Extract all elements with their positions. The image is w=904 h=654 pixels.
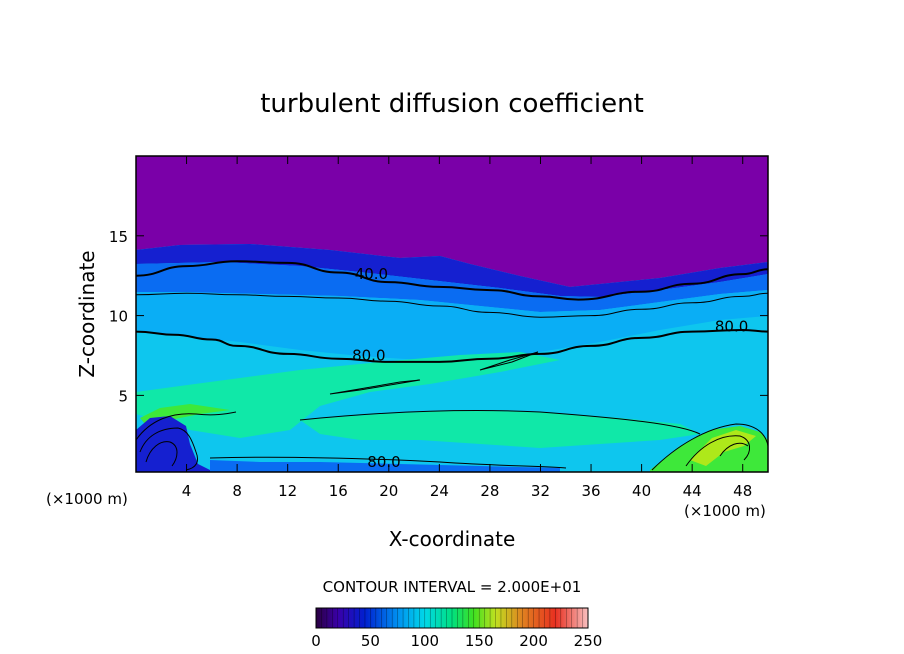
contour-detail-streak-2 xyxy=(479,351,539,371)
x-tick-label: 20 xyxy=(379,482,398,500)
colorbar: 0 50 100 150 200 250 xyxy=(311,607,602,650)
contour-detail-left-eddy-3 xyxy=(145,441,178,467)
x-tick-label: 24 xyxy=(430,482,449,500)
field-region-yellow-lower-right xyxy=(690,430,756,466)
x-tick-label: 28 xyxy=(480,482,499,500)
field-region-sky-blue xyxy=(136,290,768,360)
colorbar-tick-label: 0 xyxy=(311,632,321,650)
contour-detail-left-eddy-2 xyxy=(139,427,199,471)
colorbar-tick-label: 250 xyxy=(574,632,603,650)
colorbar-frame xyxy=(315,607,589,629)
contour-line-40 xyxy=(136,260,768,301)
x-tick-label: 16 xyxy=(329,482,348,500)
field-region-dark-corner xyxy=(136,416,214,472)
x-axis-label: X-coordinate xyxy=(389,527,516,551)
contour-line-80 xyxy=(136,328,768,363)
contour-lines xyxy=(136,260,768,363)
field-region-dark-bottom xyxy=(210,460,560,472)
field-region-deep-blue xyxy=(136,244,768,297)
field-region-purple xyxy=(136,156,768,287)
contour-interval-text: CONTOUR INTERVAL = 2.000E+01 xyxy=(323,578,582,596)
contour-detail-right-eddy-1 xyxy=(651,423,768,471)
field-region-green-mid xyxy=(136,352,560,438)
y-axis-ticks: 5 10 15 xyxy=(109,228,768,405)
field-regions xyxy=(136,156,768,472)
contour-detail-bottom-band xyxy=(209,456,567,469)
y-tick-label: 10 xyxy=(109,308,128,326)
x-axis-ticks: 4 8 12 16 20 24 28 32 36 40 44 48 xyxy=(182,156,752,500)
field-region-green-upper xyxy=(300,410,700,448)
x-tick-label: 48 xyxy=(733,482,752,500)
y-tick-label: 5 xyxy=(118,387,128,405)
contour-label-2: 80.0 xyxy=(715,318,748,336)
x-tick-label: 12 xyxy=(278,482,297,500)
x-axis-unit-left: (×1000 m) xyxy=(46,490,128,508)
colorbar-tick-label: 150 xyxy=(465,632,494,650)
colorbar-tick-label: 100 xyxy=(410,632,439,650)
x-tick-label: 44 xyxy=(683,482,702,500)
x-axis-unit-right: (×1000 m) xyxy=(684,502,766,520)
colorbar-tick-label: 50 xyxy=(361,632,380,650)
chart-title: turbulent diffusion coefficient xyxy=(260,89,644,119)
x-tick-label: 4 xyxy=(182,482,192,500)
x-tick-label: 32 xyxy=(531,482,550,500)
y-tick-label: 15 xyxy=(109,228,128,246)
contour-detail-green-band xyxy=(299,409,701,435)
contour-labels: 40.0 80.0 80.0 80.0 xyxy=(352,265,748,471)
plot-frame xyxy=(135,155,769,473)
plot-area: 40.0 80.0 80.0 80.0 xyxy=(136,156,768,472)
contour-detail-right-eddy-3 xyxy=(719,442,749,457)
contour-label-1: 80.0 xyxy=(352,346,385,364)
contour-label-0: 40.0 xyxy=(355,265,388,283)
colorbar-tick-label: 200 xyxy=(519,632,548,650)
contour-line-60 xyxy=(136,292,768,318)
contour-lines-detail xyxy=(136,351,768,471)
colorbar-ticks: 0 50 100 150 200 250 xyxy=(311,632,602,650)
y-axis-label: Z-coordinate xyxy=(75,250,99,377)
contour-detail-left-eddy-1 xyxy=(136,411,237,441)
x-tick-label: 40 xyxy=(632,482,651,500)
contour-detail-right-eddy-2 xyxy=(685,435,750,467)
contour-detail-streak-1 xyxy=(329,379,421,395)
x-tick-label: 36 xyxy=(581,482,600,500)
contour-label-3: 80.0 xyxy=(367,453,400,471)
x-tick-label: 8 xyxy=(232,482,242,500)
